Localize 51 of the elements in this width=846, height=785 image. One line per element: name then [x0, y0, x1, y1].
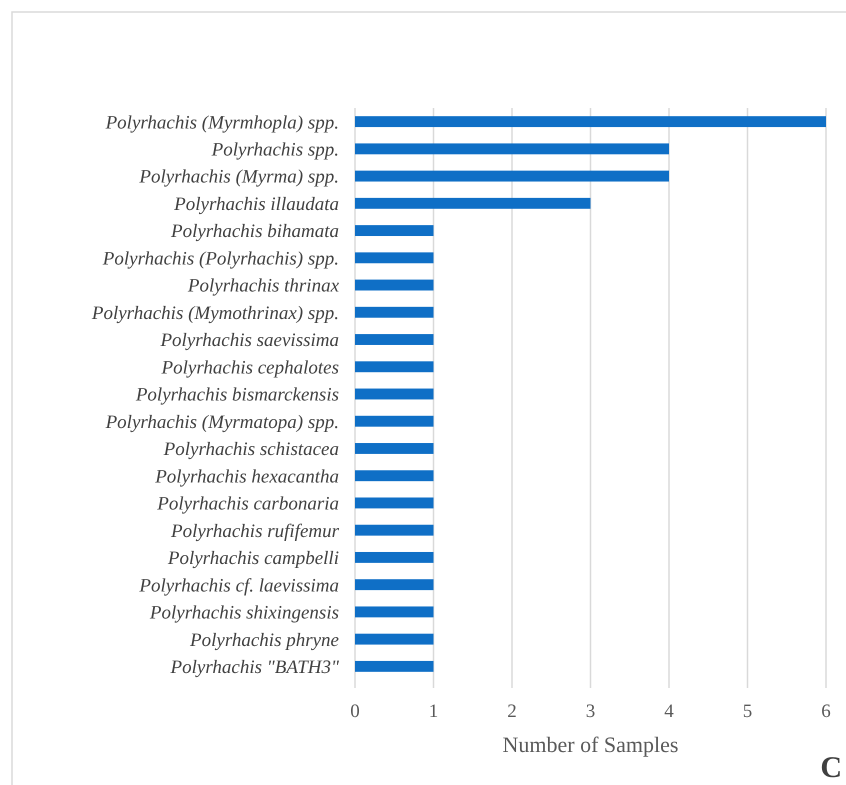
bar	[355, 388, 434, 400]
y-tick-label: Polyrhachis spp.	[210, 140, 339, 161]
bar	[355, 470, 434, 482]
y-tick-label: Polyrhachis "BATH3"	[170, 657, 340, 678]
bar	[355, 579, 434, 590]
bar	[355, 170, 669, 182]
bar	[355, 143, 669, 154]
y-tick-label: Polyrhachis carbonaria	[156, 494, 339, 515]
y-tick-label: Polyrhachis (Myrmatopa) spp.	[104, 412, 339, 433]
y-tick-label: Polyrhachis thrinax	[186, 276, 340, 297]
bar	[355, 660, 434, 672]
x-tick-label: 2	[507, 701, 517, 722]
y-tick-label: Polyrhachis campbelli	[166, 548, 339, 570]
x-tick-label: 0	[350, 701, 360, 722]
y-tick-label: Polyrhachis (Mymothrinax) spp.	[90, 302, 339, 324]
x-tick-label: 5	[742, 701, 752, 722]
y-tick-label: Polyrhachis cephalotes	[160, 357, 339, 378]
y-tick-label: Polyrhachis bismarckensis	[134, 384, 339, 406]
y-tick-label: Polyrhachis rufifemur	[170, 520, 340, 542]
bar	[355, 443, 434, 454]
y-tick-label: Polyrhachis phryne	[189, 630, 339, 651]
bar	[355, 280, 434, 290]
x-axis-title: Number of Samples	[502, 732, 678, 757]
bar	[355, 552, 434, 563]
y-tick-label: Polyrhachis saevissima	[159, 330, 339, 352]
y-tick-label: Polyrhachis cf. laevissima	[138, 575, 339, 596]
x-tick-label: 3	[586, 701, 596, 722]
y-tick-label: Polyrhachis hexacantha	[154, 466, 339, 488]
bar	[355, 606, 434, 618]
bar	[355, 416, 434, 427]
y-tick-label: Polyrhachis schistacea	[162, 439, 339, 460]
x-tick-label: 6	[821, 701, 831, 722]
y-tick-label: Polyrhachis illaudata	[173, 194, 339, 215]
bar	[355, 524, 434, 536]
x-tick-label: 4	[664, 701, 674, 722]
bar	[355, 306, 434, 318]
bar	[355, 116, 826, 128]
y-tick-label: Polyrhachis (Polyrhachis) spp.	[102, 248, 339, 270]
y-tick-label: Polyrhachis bihamata	[170, 221, 339, 242]
y-tick-label: Polyrhachis (Myrma) spp.	[138, 166, 339, 188]
bar	[355, 634, 434, 645]
y-tick-label: Polyrhachis shixingensis	[148, 602, 339, 624]
bar	[355, 361, 434, 372]
bar	[355, 498, 434, 508]
bar	[355, 198, 590, 209]
text: C	[820, 751, 842, 784]
bar	[355, 334, 434, 345]
bar	[355, 225, 434, 236]
y-tick-label: Polyrhachis (Myrmhopla) spp.	[104, 112, 339, 134]
bar	[355, 252, 434, 264]
x-tick-label: 1	[428, 701, 438, 722]
